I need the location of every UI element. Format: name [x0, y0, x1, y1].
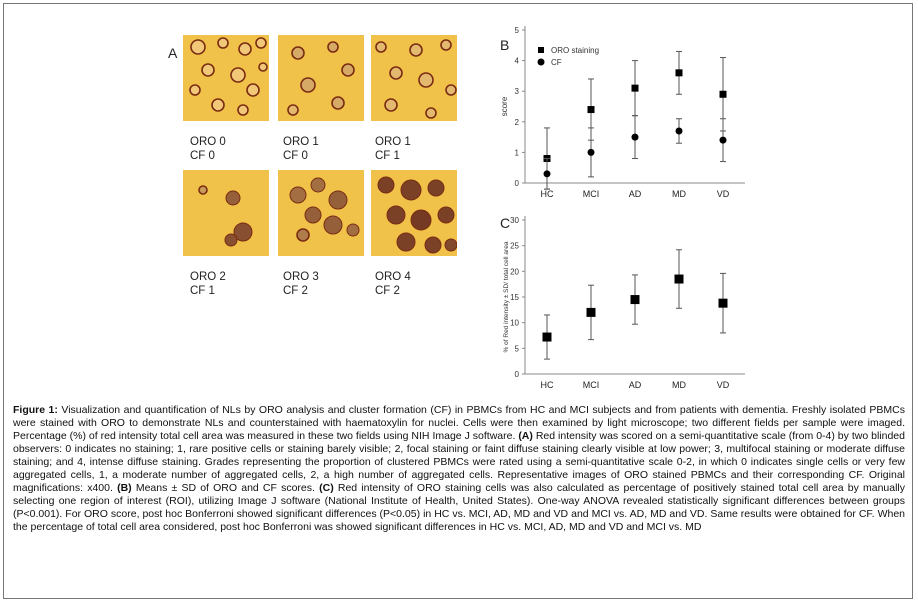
- micrograph-oro-grade: ORO 1: [283, 136, 319, 148]
- y-tick-label: 4: [515, 57, 520, 66]
- y-tick-label: 3: [515, 87, 520, 96]
- micrograph-cf-grade: CF 1: [375, 150, 400, 162]
- micrograph-cf-grade: CF 2: [283, 285, 308, 297]
- data-point-circle: [587, 148, 595, 156]
- y-tick-label: 20: [510, 267, 519, 276]
- caption-p1: Visualization and quantification of NLs …: [13, 404, 905, 442]
- y-tick-label: 2: [515, 118, 520, 127]
- micrograph-oro-grade: ORO 3: [283, 271, 319, 283]
- figure-frame: [3, 3, 913, 599]
- micrograph-oro-grade: ORO 2: [190, 271, 226, 283]
- micrograph-caption: ORO 1 CF 1: [375, 135, 411, 163]
- micrograph-caption: ORO 1 CF 0: [283, 135, 319, 163]
- micrograph-cf-grade: CF 2: [375, 285, 400, 297]
- panel-letter: B: [500, 37, 509, 53]
- y-tick-label: 5: [515, 26, 520, 35]
- data-point-circle: [631, 133, 639, 141]
- x-tick-label: MCI: [583, 380, 600, 390]
- data-point-square: [718, 298, 728, 308]
- caption-p2: Red intensity was scored on a semi-quant…: [13, 430, 905, 494]
- x-tick-label: VD: [717, 380, 730, 390]
- y-axis-label: % of Red intensity ± SD/ total cell area: [503, 241, 510, 352]
- data-point-square: [587, 106, 595, 114]
- caption-p3: Means ± SD of ORO and CF scores.: [131, 482, 320, 494]
- data-point-square: [630, 295, 640, 305]
- data-point-square: [631, 84, 639, 92]
- data-point-circle: [719, 136, 727, 144]
- micrograph-cf-grade: CF 1: [190, 285, 215, 297]
- micrograph-image: [278, 35, 364, 121]
- micrograph-cf-grade: CF 0: [190, 150, 215, 162]
- caption-p4: Red intensity of ORO staining cells was …: [13, 482, 906, 533]
- caption-b: (B): [117, 482, 132, 494]
- micrograph-caption: ORO 2 CF 1: [190, 270, 226, 298]
- micrograph-caption: ORO 4 CF 2: [375, 270, 411, 298]
- chart-b: B 0 1 2 3 4 5 HC MCI AD MD VD score ORO staining CF: [500, 26, 745, 199]
- micrograph-image: [183, 35, 269, 121]
- y-tick-label: 30: [510, 216, 519, 225]
- y-tick-label: 15: [510, 293, 519, 302]
- micrograph-image: [371, 35, 457, 121]
- caption-c: (C): [319, 482, 334, 494]
- micrograph-image: [183, 170, 269, 256]
- figure-caption: Figure 1: Visualization and quantificati…: [13, 404, 905, 534]
- data-point-square: [719, 90, 727, 98]
- x-tick-label: MD: [672, 380, 686, 390]
- x-tick-label: MD: [672, 189, 686, 199]
- micrograph-image: [278, 170, 364, 256]
- micrograph-cf-grade: CF 0: [283, 150, 308, 162]
- y-axis-label: score: [500, 96, 509, 116]
- panel-a: A ORO 0 CF 0 ORO 1 CF 0 ORO 1 CF 1 ORO 2 CF 1 OR…: [168, 35, 457, 305]
- data-point-circle: [543, 170, 551, 178]
- micrograph-caption: ORO 3 CF 2: [283, 270, 319, 298]
- x-tick-label: AD: [629, 189, 642, 199]
- data-point-circle: [675, 127, 683, 135]
- data-point-square: [675, 69, 683, 77]
- x-tick-label: MCI: [583, 189, 600, 199]
- data-point-square: [586, 307, 596, 317]
- legend-label: ORO staining: [551, 46, 599, 55]
- x-tick-label: VD: [717, 189, 730, 199]
- legend-label: CF: [551, 58, 562, 67]
- y-tick-label: 25: [510, 242, 519, 251]
- legend-marker-circle: [537, 58, 545, 66]
- y-tick-label: 0: [515, 179, 520, 188]
- micrograph-oro-grade: ORO 0: [190, 136, 226, 148]
- x-tick-label: AD: [629, 380, 642, 390]
- y-tick-label: 0: [515, 370, 520, 379]
- y-tick-label: 5: [515, 344, 520, 353]
- legend-marker-square: [538, 47, 544, 53]
- micrograph-image: [371, 170, 457, 256]
- y-tick-label: 1: [515, 148, 520, 157]
- x-tick-label: HC: [541, 189, 554, 199]
- chart-c: C 0 5 10 15 20 25 30 HC MCI AD MD VD % of Red intensi…: [500, 215, 745, 390]
- data-point-square: [674, 274, 684, 284]
- caption-label: Figure 1:: [13, 404, 58, 416]
- panel-a-letter: A: [168, 45, 178, 61]
- micrograph-oro-grade: ORO 4: [375, 271, 411, 283]
- panel-letter: C: [500, 215, 510, 231]
- caption-a: (A): [518, 430, 533, 442]
- data-point-square: [542, 332, 552, 342]
- y-tick-label: 10: [510, 319, 519, 328]
- micrograph-oro-grade: ORO 1: [375, 136, 411, 148]
- x-tick-label: HC: [541, 380, 554, 390]
- micrograph-caption: ORO 0 CF 0: [190, 135, 226, 163]
